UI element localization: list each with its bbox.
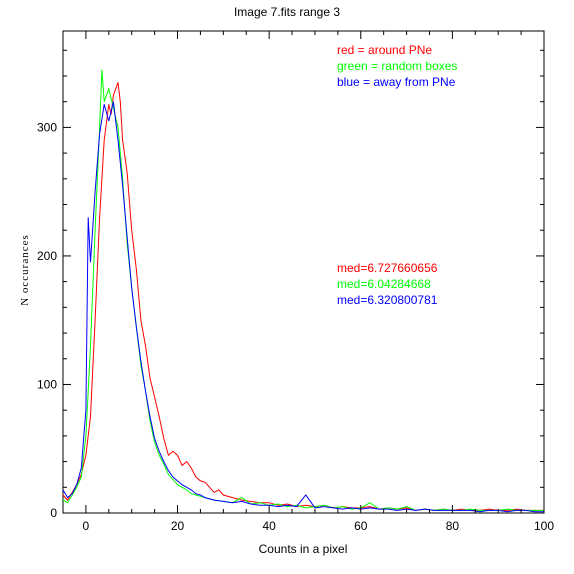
ticks-layer: 0 20 40 60 80 100 0 100 200 300	[37, 31, 554, 533]
x-tick-label: 0	[83, 519, 90, 533]
plot-frame	[62, 30, 545, 514]
x-axis-label: Counts in a pixel	[259, 542, 348, 556]
x-tick-label: 20	[171, 519, 185, 533]
x-tick-label: 80	[446, 519, 460, 533]
series-layer	[62, 69, 544, 513]
x-tick-label: 60	[354, 519, 368, 533]
median-green: med=6.04284668	[337, 277, 431, 291]
series-line-2	[62, 101, 544, 513]
series-line-1	[62, 69, 544, 511]
y-tick-label: 200	[37, 249, 57, 263]
x-tick-label: 40	[262, 519, 276, 533]
median-red: med=6.727660656	[337, 261, 438, 275]
series-line-0	[62, 82, 544, 511]
y-tick-label: 100	[37, 377, 57, 391]
median-annotations: med=6.727660656 med=6.04284668 med=6.320…	[337, 261, 438, 307]
plot-border	[62, 30, 545, 514]
y-tick-label: 300	[37, 120, 57, 134]
legend-entry-red: red = around PNe	[337, 43, 432, 57]
median-blue: med=6.320800781	[337, 293, 438, 307]
legend-entry-blue: blue = away from PNe	[337, 75, 456, 89]
y-axis-label: N occurances	[19, 234, 31, 306]
legend: red = around PNe green = random boxes bl…	[337, 43, 457, 89]
y-tick-label: 0	[50, 506, 57, 520]
chart-title: Image 7.fits range 3	[234, 5, 340, 19]
x-tick-label: 100	[534, 519, 554, 533]
legend-entry-green: green = random boxes	[337, 59, 457, 73]
